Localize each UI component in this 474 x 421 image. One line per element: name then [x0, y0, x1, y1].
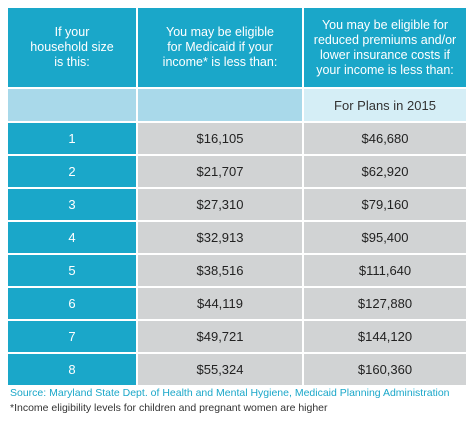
household-size: 3 — [8, 189, 136, 220]
income-limit: $144,120 — [304, 321, 466, 352]
header-line: household size — [30, 40, 114, 54]
income-limit: $111,640 — [304, 255, 466, 286]
header-cell: You may be eligible for reduced premiums … — [304, 8, 466, 87]
income-limit: $46,680 — [304, 123, 466, 154]
subheader-cell — [138, 89, 302, 121]
header-cell: If your household size is this: — [8, 8, 136, 87]
income-limit: $49,721 — [138, 321, 302, 352]
header-line: lower insurance costs if — [320, 47, 450, 62]
income-limit: $55,324 — [138, 354, 302, 385]
income-limit: $160,360 — [304, 354, 466, 385]
income-limit: $95,400 — [304, 222, 466, 253]
household-size: 5 — [8, 255, 136, 286]
subheader-cell — [8, 89, 136, 121]
household-size: 6 — [8, 288, 136, 319]
header-line: your income is less than: — [316, 62, 454, 77]
income-limit: $27,310 — [138, 189, 302, 220]
income-limit: $16,105 — [138, 123, 302, 154]
header-line: If your — [54, 25, 90, 39]
source: Source: Maryland State Dept. of Health a… — [10, 387, 450, 399]
income-limit: $38,516 — [138, 255, 302, 286]
income-limit: $21,707 — [138, 156, 302, 187]
header-line: income* is less than: — [162, 55, 278, 69]
income-limit: $44,119 — [138, 288, 302, 319]
subheader-cell: For Plans in 2015 — [304, 89, 466, 121]
note: *Income eligibility levels for children … — [10, 402, 328, 414]
table: If your household size is this: You may be … — [8, 8, 466, 385]
income-limit: $79,160 — [304, 189, 466, 220]
header-line: is this: — [54, 55, 90, 69]
household-size: 2 — [8, 156, 136, 187]
income-limit: $127,880 — [304, 288, 466, 319]
household-size: 4 — [8, 222, 136, 253]
header-line: You may be eligible — [166, 25, 274, 39]
household-size: 1 — [8, 123, 136, 154]
header-line: for Medicaid if your — [167, 40, 273, 54]
household-size: 8 — [8, 354, 136, 385]
header-line: reduced premiums and/or — [313, 32, 457, 47]
income-limit: $32,913 — [138, 222, 302, 253]
household-size: 7 — [8, 321, 136, 352]
header-line: You may be eligible for — [321, 17, 448, 32]
header-cell: You may be eligible for Medicaid if your i… — [138, 8, 302, 87]
income-limit: $62,920 — [304, 156, 466, 187]
